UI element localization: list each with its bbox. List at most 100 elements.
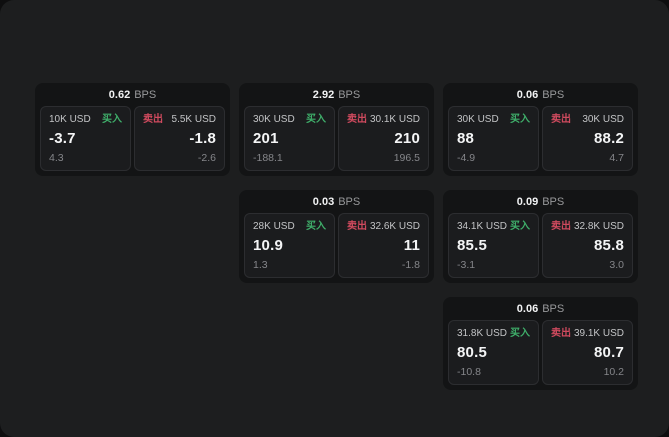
- buy-panel-top: 31.8K USD 买入: [457, 328, 530, 340]
- buy-sell-panels: 30K USD 买入 88 -4.9 卖出 30K USD 88.2 4.7: [448, 106, 633, 171]
- buy-price: 10.9: [253, 237, 283, 254]
- buy-amount: 30K USD: [457, 114, 499, 125]
- sell-price: 210: [394, 130, 420, 147]
- bps-unit: BPS: [542, 302, 565, 315]
- bps-value: 0.03: [312, 195, 335, 208]
- buy-panel[interactable]: 28K USD 买入 10.9 1.3: [244, 213, 335, 278]
- bps-unit: BPS: [338, 195, 361, 208]
- sell-label: 卖出: [551, 328, 571, 339]
- bps-value: 0.09: [516, 195, 539, 208]
- sell-panel[interactable]: 卖出 32.8K USD 85.8 3.0: [542, 213, 633, 278]
- sell-change: -1.8: [401, 259, 420, 271]
- sell-panel-top: 卖出 32.8K USD: [551, 221, 624, 233]
- bps-unit: BPS: [542, 195, 565, 208]
- buy-label: 买入: [306, 114, 326, 125]
- bps-value: 2.92: [312, 88, 335, 101]
- buy-panel-top: 34.1K USD 买入: [457, 221, 530, 233]
- buy-panel[interactable]: 34.1K USD 买入 85.5 -3.1: [448, 213, 539, 278]
- bps-header: 0.62 BPS: [40, 83, 225, 106]
- buy-amount: 34.1K USD: [457, 221, 508, 232]
- buy-change: -188.1: [253, 152, 283, 164]
- buy-amount: 31.8K USD: [457, 328, 508, 339]
- bps-value: 0.06: [516, 88, 539, 101]
- buy-change: -3.1: [457, 259, 476, 271]
- buy-label: 买入: [102, 114, 122, 125]
- buy-price: -3.7: [49, 130, 76, 147]
- sell-label: 卖出: [347, 221, 367, 232]
- bps-unit: BPS: [338, 88, 361, 101]
- buy-change: -10.8: [457, 366, 481, 378]
- sell-amount: 32.6K USD: [369, 221, 420, 232]
- sell-panel-top: 卖出 32.6K USD: [347, 221, 420, 233]
- buy-label: 买入: [510, 114, 530, 125]
- buy-price: 80.5: [457, 344, 487, 361]
- quote-card: 0.09 BPS 34.1K USD 买入 85.5 -3.1 卖出 32.8K…: [443, 190, 638, 283]
- sell-label: 卖出: [347, 114, 367, 125]
- buy-sell-panels: 30K USD 买入 201 -188.1 卖出 30.1K USD 210 1…: [244, 106, 429, 171]
- buy-panel-top: 10K USD 买入: [49, 114, 122, 126]
- quote-card-grid: 0.62 BPS 10K USD 买入 -3.7 4.3 卖出 5.5K USD: [35, 83, 638, 390]
- sell-label: 卖出: [551, 221, 571, 232]
- buy-change: 4.3: [49, 152, 64, 164]
- buy-panel[interactable]: 30K USD 买入 88 -4.9: [448, 106, 539, 171]
- sell-label: 卖出: [143, 114, 163, 125]
- sell-amount: 30K USD: [582, 114, 624, 125]
- sell-price: 85.8: [594, 237, 624, 254]
- buy-price: 201: [253, 130, 279, 147]
- buy-change: 1.3: [253, 259, 268, 271]
- sell-panel-top: 卖出 5.5K USD: [143, 114, 216, 126]
- bps-header: 0.06 BPS: [448, 297, 633, 320]
- sell-panel-top: 卖出 30.1K USD: [347, 114, 420, 126]
- quote-card: 0.03 BPS 28K USD 买入 10.9 1.3 卖出 32.6K US…: [239, 190, 434, 283]
- sell-amount: 5.5K USD: [171, 114, 216, 125]
- quote-card: 0.06 BPS 31.8K USD 买入 80.5 -10.8 卖出 39.1…: [443, 297, 638, 390]
- sell-panel[interactable]: 卖出 32.6K USD 11 -1.8: [338, 213, 429, 278]
- buy-label: 买入: [510, 328, 530, 339]
- sell-panel-top: 卖出 30K USD: [551, 114, 624, 126]
- sell-panel[interactable]: 卖出 39.1K USD 80.7 10.2: [542, 320, 633, 385]
- buy-panel[interactable]: 31.8K USD 买入 80.5 -10.8: [448, 320, 539, 385]
- bps-header: 0.03 BPS: [244, 190, 429, 213]
- sell-panel[interactable]: 卖出 30K USD 88.2 4.7: [542, 106, 633, 171]
- bps-header: 0.09 BPS: [448, 190, 633, 213]
- buy-sell-panels: 28K USD 买入 10.9 1.3 卖出 32.6K USD 11 -1.8: [244, 213, 429, 278]
- quote-card: 2.92 BPS 30K USD 买入 201 -188.1 卖出 30.1K …: [239, 83, 434, 176]
- buy-amount: 30K USD: [253, 114, 295, 125]
- bps-header: 0.06 BPS: [448, 83, 633, 106]
- sell-price: 11: [403, 237, 420, 254]
- buy-panel[interactable]: 10K USD 买入 -3.7 4.3: [40, 106, 131, 171]
- sell-panel-top: 卖出 39.1K USD: [551, 328, 624, 340]
- buy-sell-panels: 34.1K USD 买入 85.5 -3.1 卖出 32.8K USD 85.8…: [448, 213, 633, 278]
- buy-price: 85.5: [457, 237, 487, 254]
- buy-panel-top: 30K USD 买入: [253, 114, 326, 126]
- sell-amount: 32.8K USD: [573, 221, 624, 232]
- buy-sell-panels: 31.8K USD 买入 80.5 -10.8 卖出 39.1K USD 80.…: [448, 320, 633, 385]
- sell-amount: 30.1K USD: [369, 114, 420, 125]
- buy-panel-top: 28K USD 买入: [253, 221, 326, 233]
- sell-panel[interactable]: 卖出 30.1K USD 210 196.5: [338, 106, 429, 171]
- buy-change: -4.9: [457, 152, 476, 164]
- quote-card: 0.06 BPS 30K USD 买入 88 -4.9 卖出 30K USD: [443, 83, 638, 176]
- buy-amount: 28K USD: [253, 221, 295, 232]
- buy-label: 买入: [306, 221, 326, 232]
- sell-price: 80.7: [594, 344, 624, 361]
- bps-value: 0.62: [108, 88, 131, 101]
- bps-unit: BPS: [134, 88, 157, 101]
- sell-price: 88.2: [594, 130, 624, 147]
- buy-label: 买入: [510, 221, 530, 232]
- bps-unit: BPS: [542, 88, 565, 101]
- sell-panel[interactable]: 卖出 5.5K USD -1.8 -2.6: [134, 106, 225, 171]
- sell-change: 10.2: [603, 366, 624, 378]
- quote-card: 0.62 BPS 10K USD 买入 -3.7 4.3 卖出 5.5K USD: [35, 83, 230, 176]
- sell-change: 3.0: [609, 259, 624, 271]
- buy-sell-panels: 10K USD 买入 -3.7 4.3 卖出 5.5K USD -1.8 -2.…: [40, 106, 225, 171]
- sell-change: 4.7: [609, 152, 624, 164]
- buy-panel[interactable]: 30K USD 买入 201 -188.1: [244, 106, 335, 171]
- bps-header: 2.92 BPS: [244, 83, 429, 106]
- sell-amount: 39.1K USD: [573, 328, 624, 339]
- sell-change: 196.5: [393, 152, 420, 164]
- bps-value: 0.06: [516, 302, 539, 315]
- buy-amount: 10K USD: [49, 114, 91, 125]
- sell-price: -1.8: [189, 130, 216, 147]
